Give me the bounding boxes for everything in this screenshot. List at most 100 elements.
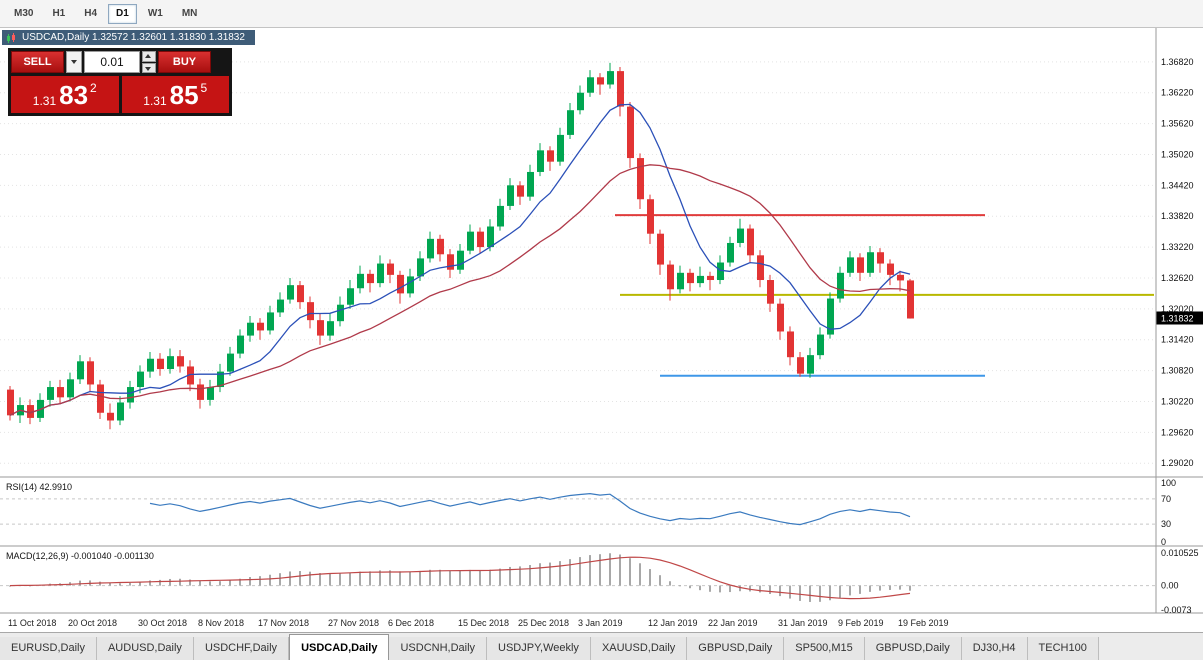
chart-ohlc-label: USDCAD,Daily 1.32572 1.32601 1.31830 1.3… [22,32,245,43]
candle-body [327,321,334,336]
candle-body [647,199,654,234]
symbol-tab-dj30-h4[interactable]: DJ30,H4 [961,637,1028,660]
candle-body [427,238,434,259]
candle-body [127,387,134,403]
candle-body [77,361,84,380]
time-axis-label: 3 Jan 2019 [578,618,623,628]
candle-body [167,356,174,370]
symbol-tab-gbpusd-daily[interactable]: GBPUSD,Daily [687,637,785,660]
timeframe-button-d1[interactable]: D1 [108,3,137,24]
candle-body [67,379,74,398]
buy-price-prefix: 1.31 [143,93,167,108]
macd-histogram-bar [629,558,631,586]
time-axis-label: 8 Nov 2018 [198,618,244,628]
candle-body [57,387,64,398]
price-axis-label: 1.35620 [1161,119,1194,129]
timeframe-button-m30[interactable]: M30 [6,4,41,24]
candle-body [897,274,904,281]
timeframe-button-h1[interactable]: H1 [44,4,73,24]
spin-up-icon[interactable] [142,51,156,62]
candle-body [177,356,184,367]
symbol-tab-audusd-daily[interactable]: AUDUSD,Daily [96,637,194,660]
symbol-tab-sp500-m15[interactable]: SP500,M15 [784,637,865,660]
volume-spinner [142,51,156,73]
time-axis-label: 20 Oct 2018 [68,618,117,628]
price-chart-canvas[interactable]: 1.36820 1.36220 1.35620 1.35020 1.34420 1.338… [0,28,1203,632]
candle-body [577,92,584,111]
symbol-tab-usdjpy-weekly[interactable]: USDJPY,Weekly [487,637,591,660]
macd-histogram-bar [249,577,251,586]
time-axis-label: 9 Feb 2019 [838,618,884,628]
macd-axis-label: 0.00 [1161,581,1179,591]
sell-price-display[interactable]: 1.31 83 2 [11,76,119,113]
price-axis-label: 1.29020 [1161,458,1194,468]
candle-body [747,228,754,256]
candle-body [907,280,914,319]
macd-histogram-bar [279,573,281,586]
chart-background [0,28,1203,632]
symbol-tab-tech100[interactable]: TECH100 [1027,637,1099,660]
candle-body [97,384,104,413]
macd-histogram-bar [479,570,481,586]
candle-body [397,274,404,294]
macd-histogram-bar [799,585,801,601]
candle-body [877,252,884,264]
macd-histogram-bar [339,573,341,586]
macd-histogram-bar [849,585,851,596]
macd-histogram-bar [539,563,541,586]
candle-body [767,280,774,304]
candle-body [287,285,294,300]
candle-body [407,276,414,294]
candle-body [337,304,344,322]
rsi-axis-label: 100 [1161,478,1176,488]
symbol-tab-gbpusd-daily[interactable]: GBPUSD,Daily [864,637,962,660]
buy-button[interactable]: BUY [158,51,211,73]
symbol-tab-eurusd-daily[interactable]: EURUSD,Daily [0,637,97,660]
spin-down-icon[interactable] [142,62,156,73]
time-axis-label: 22 Jan 2019 [708,618,758,628]
sell-price-prefix: 1.31 [32,93,57,108]
macd-histogram-bar [789,585,791,599]
candle-body [27,405,34,418]
symbol-tab-usdchf-daily[interactable]: USDCHF,Daily [193,637,290,660]
macd-histogram-bar [869,585,871,592]
symbol-tab-usdcnh-daily[interactable]: USDCNH,Daily [389,637,488,660]
buy-price-display[interactable]: 1.31 85 5 [121,76,229,113]
macd-histogram-bar [519,566,521,586]
volume-input[interactable] [84,51,140,73]
candle-body [657,233,664,265]
sell-price-point: 2 [90,80,97,95]
price-axis-label: 1.35020 [1161,149,1194,159]
candle-body [117,402,124,421]
price-axis-label: 1.30220 [1161,396,1194,406]
macd-histogram-bar [739,585,741,592]
timeframe-button-mn[interactable]: MN [174,4,206,24]
candle-body [507,185,514,206]
candle-body [227,353,234,372]
candle-body [887,263,894,275]
macd-histogram-bar [389,570,391,586]
symbol-tab-usdcad-daily[interactable]: USDCAD,Daily [289,634,390,660]
volume-dropdown-button[interactable] [66,51,82,73]
time-axis-label: 12 Jan 2019 [648,618,698,628]
macd-histogram-bar [839,585,841,598]
candle-body [367,273,374,284]
candle-body [7,389,14,416]
candle-body [797,357,804,374]
time-axis-label: 25 Dec 2018 [518,618,569,628]
timeframe-button-w1[interactable]: W1 [140,4,171,24]
candle-body [737,228,744,243]
time-axis-label: 15 Dec 2018 [458,618,509,628]
timeframe-button-h4[interactable]: H4 [76,4,105,24]
macd-histogram-bar [329,573,331,586]
buy-price-point: 5 [200,80,208,95]
macd-histogram-bar [649,569,651,586]
symbol-tab-xauusd-daily[interactable]: XAUUSD,Daily [590,637,688,660]
macd-histogram-bar [569,559,571,586]
candle-body [357,273,364,289]
candle-body [567,110,574,135]
candle-body [847,257,854,273]
sell-button[interactable]: SELL [11,51,64,73]
candle-body [477,231,484,248]
candle-body [197,384,204,400]
